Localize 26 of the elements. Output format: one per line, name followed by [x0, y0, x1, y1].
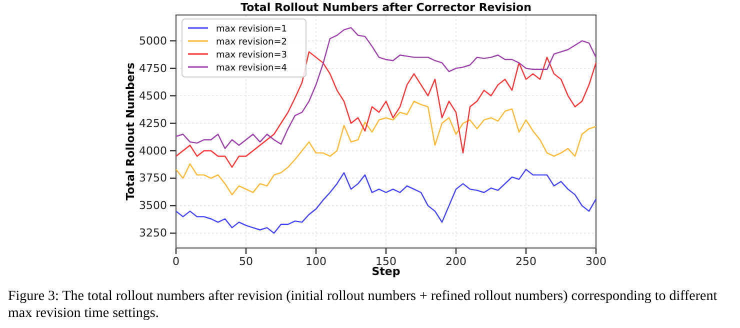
y-axis-title: Total Rollout Numbers — [124, 62, 137, 200]
caption: Figure 3: The total rollout numbers after revision (initial rollout numbers + refined rollout numbers) corresponding to different max revision time settings. — [8, 289, 718, 321]
legend-label: max revision=2 — [216, 38, 288, 48]
x-tick-label: 300 — [586, 254, 606, 268]
chart-title: Total Rollout Numbers after Corrector Revision — [240, 1, 532, 14]
line-series — [175, 51, 597, 168]
x-tick-label: 250 — [516, 254, 536, 268]
x-tick-label: 0 — [172, 254, 180, 268]
y-tick-label: 4000 — [139, 144, 167, 158]
y-tick-label: 3500 — [139, 199, 167, 212]
x-tick-label: 200 — [446, 254, 466, 268]
y-tick-label: 4750 — [139, 62, 167, 75]
legend-label: max revision=4 — [216, 64, 288, 74]
line-series — [175, 168, 597, 234]
y-tick-label: 4250 — [139, 116, 167, 130]
x-tick-label: 150 — [376, 254, 396, 268]
y-tick-label: 3750 — [139, 172, 167, 185]
y-tick-label: 3250 — [139, 226, 167, 240]
x-tick-label: 50 — [239, 254, 253, 268]
legend-label: max revision=3 — [216, 50, 288, 60]
legend-label: max revision=1 — [216, 24, 288, 34]
y-tick-label: 4500 — [139, 89, 167, 102]
x-tick-label: 100 — [306, 254, 326, 268]
line-series — [175, 100, 597, 196]
y-tick-label: 5000 — [139, 34, 167, 48]
x-axis-title: Step — [372, 265, 400, 278]
